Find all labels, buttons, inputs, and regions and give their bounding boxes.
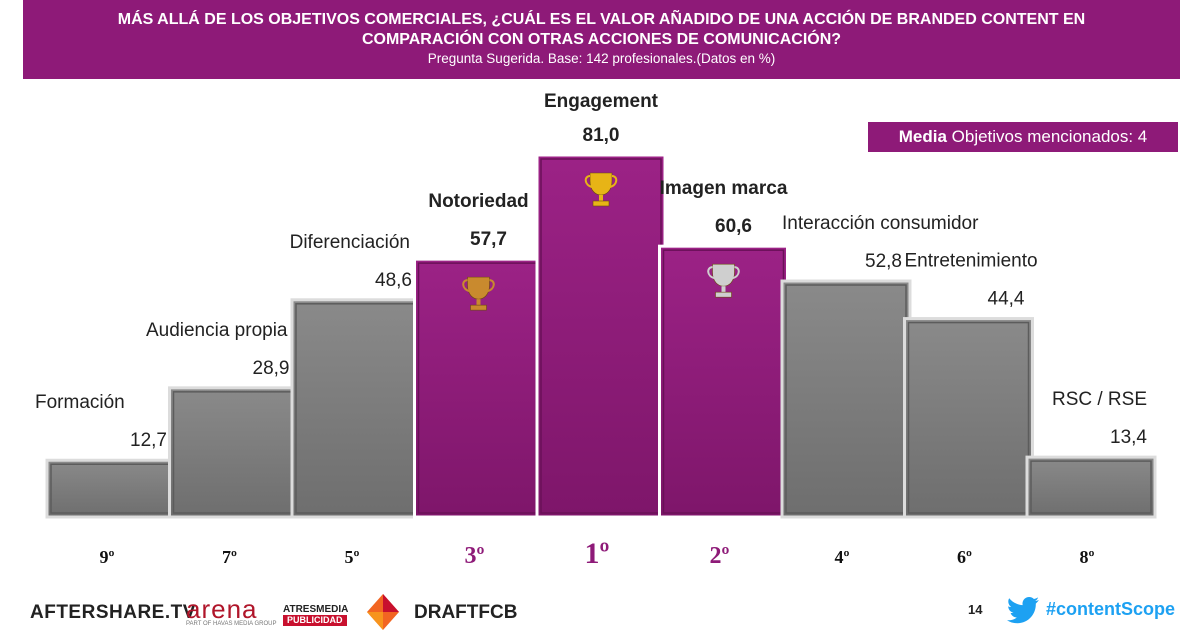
bronze-trophy-icon <box>462 276 495 311</box>
category-label-4: Notoriedad <box>428 191 528 212</box>
draftfcb-logo: DRAFTFCB <box>414 602 518 623</box>
value-label-5: 81,0 <box>583 125 620 146</box>
bar-2 <box>168 386 299 519</box>
value-label-3: 48,6 <box>375 270 412 291</box>
atresmedia-logo-text: ATRESMEDIA <box>283 604 349 615</box>
category-label-8: Entretenimiento <box>905 251 1038 272</box>
value-label-1: 12,7 <box>130 430 167 451</box>
value-label-6: 60,6 <box>715 216 752 237</box>
category-label-6: Imagen marca <box>660 178 788 199</box>
category-label-2: Audiencia propia <box>146 320 288 341</box>
rank-label-8: 6º <box>957 547 972 567</box>
arena-logo-text: arena <box>186 594 258 624</box>
rank-label-2: 7º <box>222 547 237 567</box>
rank-label-1: 9º <box>100 547 115 567</box>
title-line-1: MÁS ALLÁ DE LOS OBJETIVOS COMERCIALES, ¿… <box>117 11 1086 28</box>
header-banner: MÁS ALLÁ DE LOS OBJETIVOS COMERCIALES, ¿… <box>23 0 1180 79</box>
bar-bevel-8 <box>907 321 1030 514</box>
footer: AFTERSHARE.TV arena PART OF HAVAS MEDIA … <box>0 592 1200 636</box>
category-label-9: RSC / RSE <box>1052 389 1147 410</box>
bar-7 <box>780 279 912 519</box>
value-label-7: 52,8 <box>865 251 902 272</box>
aftershare-logo: AFTERSHARE.TV <box>30 602 196 623</box>
arena-logo-sub: PART OF HAVAS MEDIA GROUP <box>186 621 277 627</box>
media-badge-bold: Media <box>898 127 947 146</box>
category-label-7: Interacción consumidor <box>782 213 979 234</box>
bar-5 <box>535 153 667 519</box>
bar-3 <box>290 298 422 519</box>
page-number: 14 <box>968 602 983 617</box>
bar-6 <box>658 244 789 519</box>
bar-1 <box>45 458 177 519</box>
atresmedia-mark-icon <box>367 594 399 630</box>
publicidad-logo-text: PUBLICIDAD <box>283 615 347 626</box>
bar-9 <box>1025 455 1157 519</box>
rank-label-7: 4º <box>835 547 850 567</box>
rank-label-6: 2º <box>710 543 730 569</box>
rank-label-9: 8º <box>1080 547 1095 567</box>
value-label-8: 44,4 <box>988 289 1025 310</box>
media-badge-text: Objetivos mencionados: 4 <box>946 127 1148 146</box>
bar-8 <box>903 317 1034 519</box>
bar-bevel-9 <box>1030 460 1152 514</box>
category-label-5: Engagement <box>544 91 659 112</box>
atresmedia-logo: ATRESMEDIA PUBLICIDAD <box>283 604 348 626</box>
title-line-2: COMPARACIÓN CON OTRAS ACCIONES DE COMUNI… <box>361 31 842 48</box>
twitter-icon[interactable] <box>1006 596 1040 626</box>
category-label-3: Diferenciación <box>290 232 410 253</box>
value-label-9: 13,4 <box>1110 427 1147 448</box>
subtitle: Pregunta Sugerida. Base: 142 profesional… <box>427 51 776 66</box>
media-badge: Media Objetivos mencionados: 4 <box>868 122 1178 152</box>
category-label-1: Formación <box>35 392 125 413</box>
silver-trophy-icon <box>707 263 740 298</box>
hashtag-link[interactable]: #contentScope <box>1046 599 1176 619</box>
arena-logo: arena PART OF HAVAS MEDIA GROUP <box>186 594 276 627</box>
rank-label-4: 3º <box>465 543 485 569</box>
rank-label-3: 5º <box>345 547 360 567</box>
value-label-2: 28,9 <box>253 358 290 379</box>
rank-label-5: 1º <box>585 537 610 570</box>
value-label-4: 57,7 <box>470 229 507 250</box>
gold-trophy-icon <box>584 172 618 207</box>
